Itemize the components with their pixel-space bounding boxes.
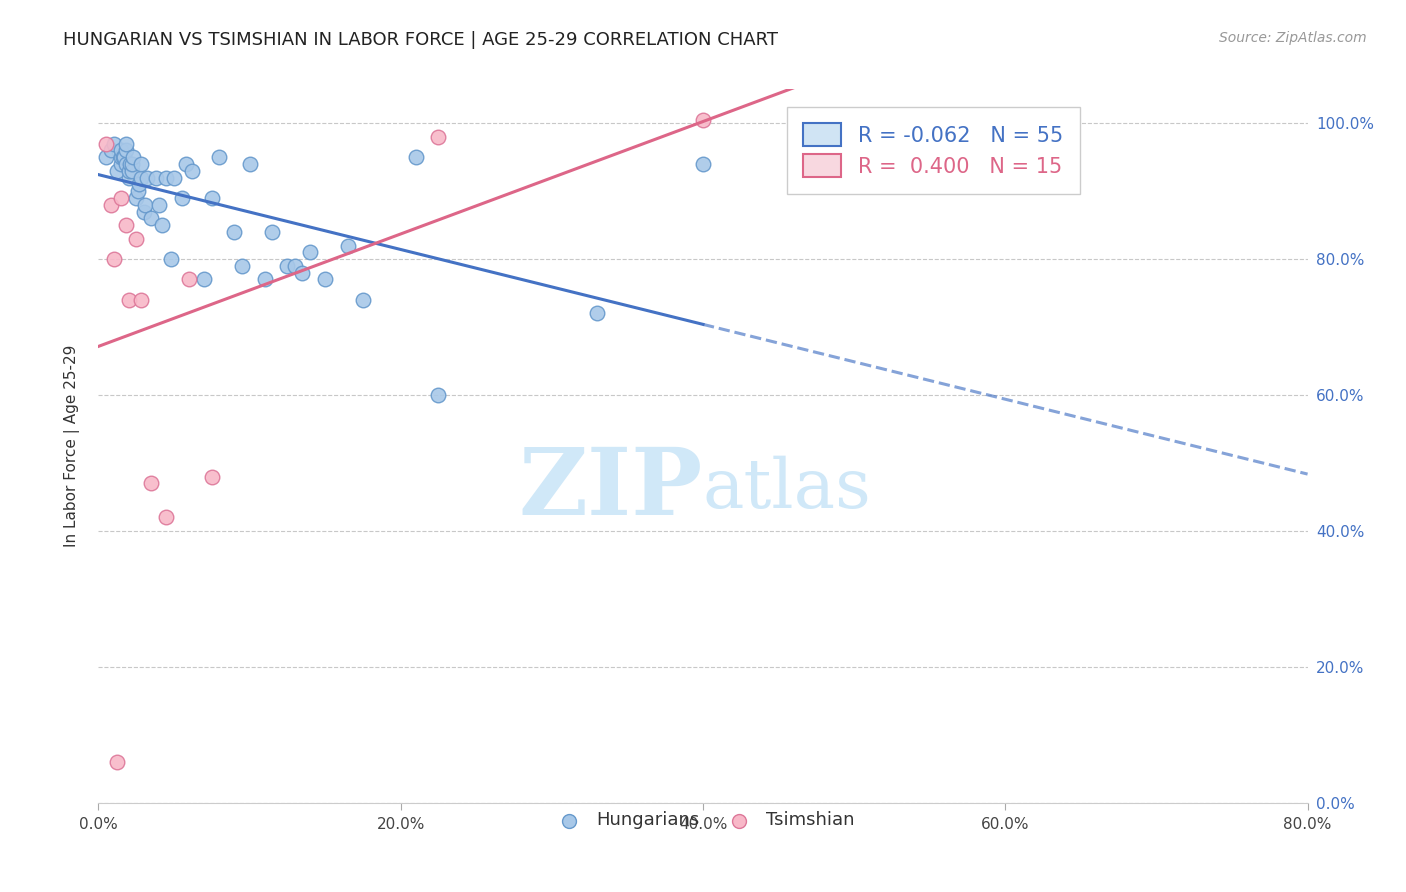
Point [262,225,284,239]
Point [129,157,152,171]
Point [132,204,155,219]
Point [110,144,132,158]
Point [110,191,132,205]
Point [208,150,231,164]
Point [170,191,193,205]
Point [125,191,148,205]
Point [135,170,157,185]
Point [118,170,141,185]
Point [103,136,125,151]
Point [118,163,141,178]
Point [94,150,117,164]
Point [150,218,173,232]
Point [105,163,128,178]
Point [427,388,450,402]
Point [314,272,336,286]
Point [174,157,197,171]
Point [110,150,132,164]
Point [141,211,163,226]
Point [100,198,122,212]
Point [692,112,714,127]
Point [121,163,143,178]
Point [155,170,177,185]
Legend: Hungarians, Tsimshian: Hungarians, Tsimshian [544,805,862,837]
Point [586,306,609,320]
Point [100,144,122,158]
Point [114,157,136,171]
Point [141,476,163,491]
Point [284,259,307,273]
Point [129,293,152,307]
Text: HUNGARIAN VS TSIMSHIAN IN LABOR FORCE | AGE 25-29 CORRELATION CHART: HUNGARIAN VS TSIMSHIAN IN LABOR FORCE | … [63,31,779,49]
Point [181,163,204,178]
Point [103,252,125,266]
Point [112,150,135,164]
Point [122,150,145,164]
Point [253,272,276,286]
Point [276,259,298,273]
Point [692,157,714,171]
Point [114,136,136,151]
Point [201,469,224,483]
Point [405,150,427,164]
Point [125,232,148,246]
Point [160,252,183,266]
Point [105,755,128,769]
Point [352,293,374,307]
Point [94,136,117,151]
Point [193,272,215,286]
Text: ZIP: ZIP [519,444,703,533]
Point [291,266,314,280]
Point [239,157,262,171]
Text: Source: ZipAtlas.com: Source: ZipAtlas.com [1219,31,1367,45]
Point [118,293,141,307]
Point [129,170,152,185]
Point [224,225,246,239]
Point [231,259,253,273]
Text: atlas: atlas [703,456,872,522]
Point [120,157,142,171]
Point [427,129,450,144]
Point [111,150,134,164]
Point [128,178,150,192]
Point [299,245,322,260]
Point [336,238,359,252]
Point [148,198,170,212]
Point [134,198,156,212]
Point [201,191,224,205]
Point [155,510,177,524]
Point [127,184,149,198]
Point [121,157,143,171]
Y-axis label: In Labor Force | Age 25-29: In Labor Force | Age 25-29 [63,345,80,547]
Point [114,144,136,158]
Point [110,157,132,171]
Point [145,170,167,185]
Point [114,218,136,232]
Point [179,272,201,286]
Point [163,170,186,185]
